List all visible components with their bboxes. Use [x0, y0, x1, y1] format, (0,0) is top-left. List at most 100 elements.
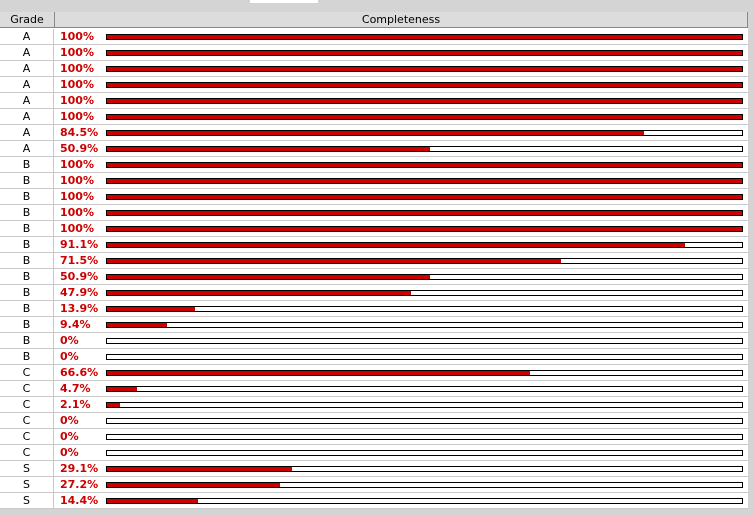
progress-bar — [107, 51, 742, 55]
grade-cell: C — [0, 397, 54, 413]
progress-bar — [107, 499, 199, 503]
grade-cell: A — [0, 45, 54, 61]
grade-cell: C — [0, 365, 54, 381]
table-row: B 100% — [0, 189, 748, 205]
progress-bar — [107, 195, 742, 199]
percent-label: 100% — [60, 30, 94, 43]
progress-track — [106, 434, 743, 440]
table-row: S 29.1% — [0, 461, 748, 477]
table-row: B 100% — [0, 205, 748, 221]
column-header[interactable]: Grade — [0, 12, 55, 28]
percent-label: 13.9% — [60, 302, 99, 315]
top-tab — [250, 0, 318, 3]
table-row: A 100% — [0, 77, 748, 93]
progress-bar — [107, 403, 121, 407]
progress-track — [106, 146, 743, 152]
progress-bar — [107, 99, 742, 103]
percent-label: 50.9% — [60, 142, 99, 155]
grade-cell: B — [0, 285, 54, 301]
percent-label: 0% — [60, 430, 79, 443]
table-row: B 100% — [0, 157, 748, 173]
percent-label: 9.4% — [60, 318, 91, 331]
table-row: B 0% — [0, 333, 748, 349]
progress-track — [106, 306, 743, 312]
progress-bar — [107, 163, 742, 167]
progress-track — [106, 162, 743, 168]
progress-track — [106, 322, 743, 328]
percent-label: 0% — [60, 334, 79, 347]
grade-cell: C — [0, 413, 54, 429]
table-row: B 100% — [0, 221, 748, 237]
table-row: S 27.2% — [0, 477, 748, 493]
grade-cell: C — [0, 445, 54, 461]
progress-track — [106, 274, 743, 280]
grade-cell: A — [0, 77, 54, 93]
grade-cell: B — [0, 317, 54, 333]
table-row: B 91.1% — [0, 237, 748, 253]
progress-bar — [107, 259, 562, 263]
grade-cell: B — [0, 269, 54, 285]
progress-bar — [107, 115, 742, 119]
table-row: A 100% — [0, 61, 748, 77]
table-row: B 13.9% — [0, 301, 748, 317]
progress-bar — [107, 227, 742, 231]
progress-track — [106, 98, 743, 104]
grade-cell: S — [0, 493, 54, 509]
table-row: C 2.1% — [0, 397, 748, 413]
progress-track — [106, 418, 743, 424]
column-header[interactable]: Completeness — [55, 12, 748, 28]
table-row: S 14.4% — [0, 493, 748, 509]
grade-cell: B — [0, 157, 54, 173]
table-row: A 100% — [0, 29, 748, 45]
progress-track — [106, 354, 743, 360]
table-row: B 9.4% — [0, 317, 748, 333]
progress-track — [106, 466, 743, 472]
grade-cell: C — [0, 381, 54, 397]
percent-label: 47.9% — [60, 286, 99, 299]
grade-cell: A — [0, 61, 54, 77]
table-row: A 100% — [0, 45, 748, 61]
table-row: B 47.9% — [0, 285, 748, 301]
table-row: B 0% — [0, 349, 748, 365]
progress-track — [106, 450, 743, 456]
percent-label: 14.4% — [60, 494, 99, 507]
grade-cell: A — [0, 125, 54, 141]
percent-label: 100% — [60, 110, 94, 123]
table-row: A 100% — [0, 93, 748, 109]
percent-label: 100% — [60, 190, 94, 203]
percent-label: 0% — [60, 350, 79, 363]
progress-bar — [107, 131, 644, 135]
percent-label: 100% — [60, 62, 94, 75]
progress-track — [106, 290, 743, 296]
progress-track — [106, 82, 743, 88]
percent-label: 66.6% — [60, 366, 99, 379]
percent-label: 29.1% — [60, 462, 99, 475]
progress-track — [106, 386, 743, 392]
grade-cell: C — [0, 429, 54, 445]
progress-bar — [107, 211, 742, 215]
table-row: C 0% — [0, 413, 748, 429]
progress-track — [106, 66, 743, 72]
percent-label: 2.1% — [60, 398, 91, 411]
grade-cell: B — [0, 173, 54, 189]
progress-bar — [107, 275, 431, 279]
progress-bar — [107, 371, 530, 375]
grade-cell: B — [0, 349, 54, 365]
progress-track — [106, 50, 743, 56]
grade-cell: B — [0, 205, 54, 221]
table-row: A 100% — [0, 109, 748, 125]
grade-cell: B — [0, 253, 54, 269]
percent-label: 100% — [60, 206, 94, 219]
percent-label: 84.5% — [60, 126, 99, 139]
grade-cell: S — [0, 461, 54, 477]
grade-cell: A — [0, 141, 54, 157]
progress-track — [106, 34, 743, 40]
percent-label: 100% — [60, 158, 94, 171]
progress-bar — [107, 67, 742, 71]
table-row: C 4.7% — [0, 381, 748, 397]
progress-bar — [107, 483, 280, 487]
percent-label: 100% — [60, 46, 94, 59]
percent-label: 4.7% — [60, 382, 91, 395]
table-row: C 0% — [0, 429, 748, 445]
progress-bar — [107, 147, 431, 151]
